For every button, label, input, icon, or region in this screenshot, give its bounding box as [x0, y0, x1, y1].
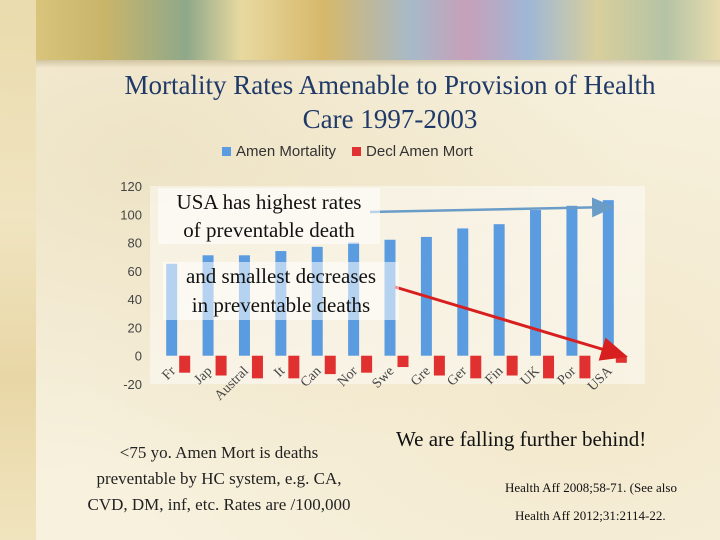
bar-decl-amen-mort: [324, 355, 336, 375]
bar-amen-mortality: [530, 210, 542, 356]
legend-item-decl: Decl Amen Mort: [352, 143, 473, 160]
legend-label-decl: Decl Amen Mort: [366, 143, 473, 160]
slide-title: Mortality Rates Amenable to Provision of…: [80, 68, 700, 136]
decorative-left-strip: [0, 0, 36, 540]
y-tick-label: 80: [128, 236, 142, 251]
annotation-highest-line-1: USA has highest rates: [176, 190, 362, 214]
y-axis: -20 0 20 40 60 80 100 120: [120, 179, 142, 392]
annotation-highest: USA has highest rates of preventable dea…: [158, 188, 380, 244]
decorative-banner: [36, 0, 720, 60]
y-tick-label: -20: [123, 377, 142, 392]
citation-line-2: Health Aff 2012;31:2114-22.: [515, 508, 666, 523]
annotation-highest-line-2: of preventable death: [183, 218, 355, 242]
bar-decl-amen-mort: [470, 355, 482, 379]
legend-item-amen: Amen Mortality: [222, 143, 336, 160]
legend-label-amen: Amen Mortality: [236, 143, 337, 160]
highest-rate-arrow: [369, 197, 615, 218]
bar-decl-amen-mort: [361, 355, 373, 373]
bar-decl-amen-mort: [579, 355, 591, 379]
note-line-2: preventable by HC system, e.g. CA,: [96, 469, 342, 488]
definition-note: <75 yo. Amen Mort is deaths preventable …: [58, 440, 380, 518]
legend-swatch-decl: [352, 147, 362, 156]
y-tick-label: 0: [135, 349, 142, 364]
bar-amen-mortality: [493, 224, 505, 356]
chart-legend: Amen Mortality Decl Amen Mort: [222, 143, 489, 160]
note-line-3: CVD, DM, inf, etc. Rates are /100,000: [87, 495, 351, 514]
bar-decl-amen-mort: [543, 355, 555, 379]
y-tick-label: 60: [128, 264, 142, 279]
banner-shadow: [36, 60, 720, 68]
bar-decl-amen-mort: [397, 355, 409, 368]
bar-amen-mortality: [566, 205, 578, 356]
bar-amen-mortality: [602, 200, 614, 356]
smallest-decrease-arrow: [394, 285, 628, 361]
bar-decl-amen-mort: [288, 355, 300, 379]
y-tick-label: 40: [128, 292, 142, 307]
y-tick-label: 20: [128, 320, 142, 335]
legend-swatch-amen: [222, 147, 231, 156]
title-line-1: Mortality Rates Amenable to Provision of…: [124, 70, 656, 100]
annotation-smallest-line-2: in preventable deaths: [191, 293, 371, 317]
title-line-2: Care 1997-2003: [302, 104, 478, 134]
bar-decl-amen-mort: [433, 355, 445, 376]
annotation-smallest: and smallest decreases in preventable de…: [163, 262, 399, 320]
annotation-smallest-line-1: and smallest decreases: [185, 264, 377, 288]
bar-decl-amen-mort: [506, 355, 518, 376]
citation-line-1: Health Aff 2008;58-71. (See also: [505, 480, 677, 495]
falling-behind-text: We are falling further behind!: [396, 427, 647, 451]
bar-decl-amen-mort: [179, 355, 191, 373]
y-tick-label: 100: [120, 207, 142, 222]
note-line-1: <75 yo. Amen Mort is deaths: [119, 443, 319, 462]
bar-amen-mortality: [457, 228, 469, 356]
bar-decl-amen-mort: [615, 355, 627, 363]
bar-decl-amen-mort: [215, 355, 227, 376]
bar-decl-amen-mort: [251, 355, 263, 379]
y-tick-label: 120: [120, 179, 142, 194]
